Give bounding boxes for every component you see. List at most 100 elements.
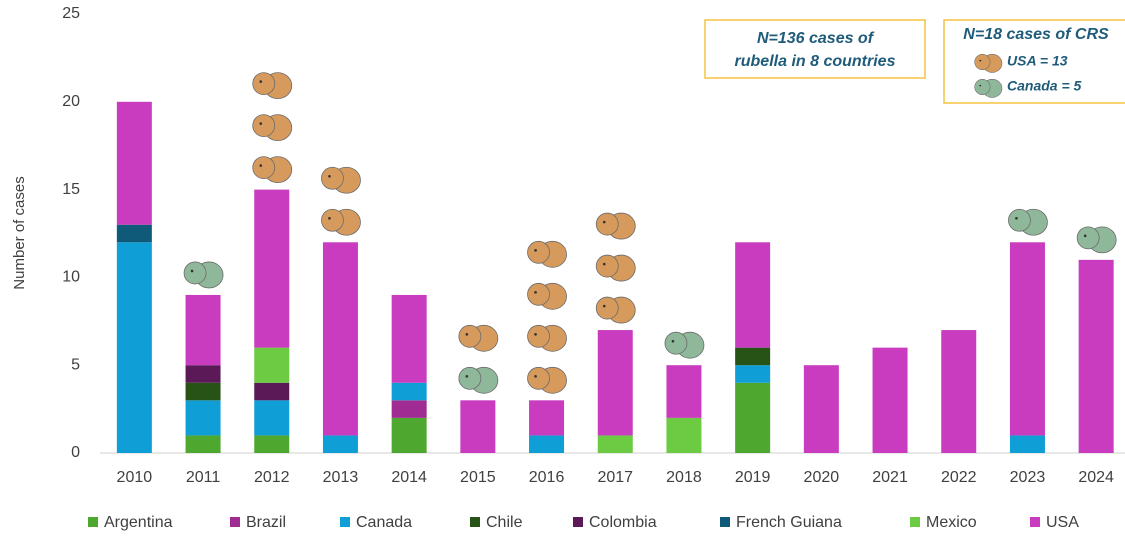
y-tick-label: 15 (62, 181, 80, 198)
bar-segment (529, 400, 564, 435)
crs-icon (1077, 227, 1116, 253)
crs-legend-label: USA = 13 (1007, 53, 1068, 69)
icon-eye (259, 164, 262, 167)
crs-icon (253, 73, 292, 99)
legend-label: Argentina (104, 514, 173, 531)
icon-eye (328, 217, 331, 220)
y-tick-label: 10 (62, 269, 80, 286)
icon-head (975, 79, 990, 94)
bar-segment (1010, 435, 1045, 453)
bar-segment (186, 400, 221, 435)
bar-segment (735, 365, 770, 383)
icon-eye (603, 305, 606, 308)
bar-segment (392, 383, 427, 401)
y-tick-label: 25 (62, 5, 80, 22)
icon-head (1077, 227, 1099, 249)
icon-head (665, 332, 687, 354)
bar-segment (254, 400, 289, 435)
crs-icon (975, 54, 1002, 72)
crs-icon (596, 255, 635, 281)
bar-segment (529, 435, 564, 453)
bar-segment (254, 435, 289, 453)
icon-head (596, 255, 618, 277)
crs-icon (528, 283, 567, 309)
icon-head (528, 325, 550, 347)
x-tick-label: 2011 (186, 469, 221, 486)
icon-eye (672, 340, 675, 343)
crs-icon (596, 297, 635, 323)
icon-head (596, 297, 618, 319)
icon-head (975, 54, 990, 69)
icon-head (528, 241, 550, 263)
icon-eye (259, 80, 262, 83)
icon-eye (1084, 235, 1087, 238)
icon-head (321, 167, 343, 189)
bar-segment (392, 295, 427, 383)
icon-eye (191, 270, 194, 273)
icon-head (321, 209, 343, 231)
legend-swatch (470, 517, 480, 527)
icon-head (184, 262, 206, 284)
icon-eye (328, 175, 331, 178)
bar-segment (117, 102, 152, 225)
crs-icon (975, 79, 1002, 97)
x-tick-label: 2021 (872, 469, 908, 486)
annotation: rubella in 8 countries (735, 53, 896, 70)
x-tick-label: 2024 (1078, 469, 1114, 486)
bar-segment (117, 242, 152, 453)
icon-eye (534, 333, 537, 336)
icon-head (253, 115, 275, 137)
legend-swatch (573, 517, 583, 527)
crs-icon (321, 167, 360, 193)
legend-label: Canada (356, 514, 412, 531)
legend-label: USA (1046, 514, 1079, 531)
bar-segment (735, 348, 770, 366)
legend-label: Colombia (589, 514, 657, 531)
crs-icon (665, 332, 704, 358)
bar-segment (186, 435, 221, 453)
crs-icon (1008, 209, 1047, 235)
bar-segment (254, 190, 289, 348)
x-tick-label: 2013 (323, 469, 359, 486)
icon-head (253, 73, 275, 95)
y-axis-label: Number of cases (11, 176, 28, 289)
bar-segment (392, 400, 427, 418)
crs-title: N=18 cases of CRS (963, 26, 1109, 43)
icon-head (528, 283, 550, 305)
crs-icon (184, 262, 223, 288)
crs-icon (459, 367, 498, 393)
bar-segment (323, 242, 358, 435)
crs-icon (253, 115, 292, 141)
x-tick-label: 2017 (597, 469, 633, 486)
icon-eye (534, 249, 537, 252)
x-tick-label: 2018 (666, 469, 702, 486)
bar-segment (1010, 242, 1045, 435)
bar-segment (186, 383, 221, 401)
x-tick-label: 2012 (254, 469, 290, 486)
y-tick-label: 20 (62, 93, 80, 110)
icon-eye (534, 291, 537, 294)
x-tick-label: 2015 (460, 469, 496, 486)
legend-label: Chile (486, 514, 523, 531)
icon-eye (1015, 217, 1018, 220)
icon-eye (603, 263, 606, 266)
crs-icon (321, 209, 360, 235)
legend-label: French Guiana (736, 514, 842, 531)
bar-segment (117, 225, 152, 243)
icon-eye (259, 122, 262, 125)
icon-head (1008, 209, 1030, 231)
bar-segment (666, 365, 701, 418)
x-tick-label: 2019 (735, 469, 771, 486)
legend-swatch (340, 517, 350, 527)
x-tick-label: 2016 (529, 469, 565, 486)
bar-segment (254, 383, 289, 401)
bar-segment (598, 330, 633, 435)
y-tick-label: 5 (71, 356, 80, 373)
crs-icon (528, 325, 567, 351)
icon-eye (979, 60, 981, 62)
crs-icon (596, 213, 635, 239)
legend-label: Brazil (246, 514, 286, 531)
crs-legend-label: Canada = 5 (1007, 78, 1082, 94)
crs-icon (459, 325, 498, 351)
icon-head (253, 157, 275, 179)
